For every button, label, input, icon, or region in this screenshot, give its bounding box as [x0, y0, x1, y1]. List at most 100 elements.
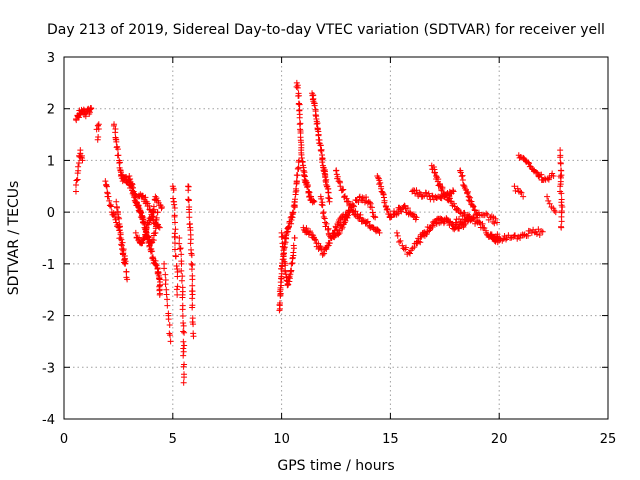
- data-point: [550, 172, 557, 179]
- data-point: [177, 245, 184, 252]
- data-point: [82, 113, 89, 120]
- data-point: [116, 227, 123, 234]
- x-axis-label: GPS time / hours: [277, 458, 394, 474]
- data-point: [132, 229, 139, 236]
- data-point: [124, 276, 131, 283]
- data-point: [181, 342, 188, 349]
- data-point: [311, 102, 318, 109]
- data-point: [167, 332, 174, 339]
- data-point: [461, 222, 468, 229]
- data-point: [413, 240, 420, 247]
- data-point: [525, 159, 532, 166]
- data-point: [180, 322, 187, 329]
- data-point: [285, 224, 292, 231]
- data-point: [139, 239, 146, 246]
- data-point: [377, 179, 384, 186]
- data-point: [187, 240, 194, 247]
- data-point: [189, 304, 196, 311]
- data-point: [558, 224, 565, 231]
- data-point: [292, 196, 299, 203]
- data-point: [142, 194, 149, 201]
- y-tick-label: -1: [42, 258, 55, 273]
- data-point: [180, 320, 187, 327]
- data-point: [416, 189, 423, 196]
- data-point: [119, 246, 126, 253]
- data-point: [185, 187, 192, 194]
- data-point: [558, 208, 565, 215]
- data-point: [544, 193, 551, 200]
- data-point: [114, 209, 121, 216]
- data-point: [95, 122, 102, 129]
- data-point: [110, 122, 117, 129]
- data-point: [296, 101, 303, 108]
- data-point: [170, 195, 177, 202]
- data-point: [188, 260, 195, 267]
- data-point: [512, 232, 519, 239]
- data-point: [181, 374, 188, 381]
- data-point: [472, 207, 479, 214]
- data-point: [121, 259, 128, 266]
- data-point: [364, 218, 371, 225]
- data-point: [161, 265, 168, 272]
- data-point: [180, 379, 187, 386]
- data-point: [404, 205, 411, 212]
- data-point: [378, 183, 385, 190]
- data-point: [173, 262, 180, 269]
- data-point: [174, 291, 181, 298]
- data-point: [297, 120, 304, 127]
- data-point: [324, 226, 331, 233]
- chart-title: Day 213 of 2019, Sidereal Day-to-day VTE…: [47, 22, 605, 38]
- data-point: [459, 176, 466, 183]
- data-point: [180, 328, 187, 335]
- data-point: [113, 198, 120, 205]
- y-tick-label: 0: [47, 206, 55, 221]
- data-point: [152, 261, 159, 268]
- data-point: [396, 238, 403, 245]
- data-point: [181, 329, 188, 336]
- y-tick-label: -2: [42, 310, 55, 325]
- data-point: [179, 294, 186, 301]
- data-point: [73, 177, 80, 184]
- data-point: [423, 189, 430, 196]
- data-point: [334, 173, 341, 180]
- data-point: [296, 107, 303, 114]
- data-point: [467, 194, 474, 201]
- data-point: [312, 112, 319, 119]
- data-point: [166, 330, 173, 337]
- data-point: [277, 284, 284, 291]
- data-point: [282, 260, 289, 267]
- y-tick-label: 2: [47, 103, 55, 118]
- data-point: [449, 187, 456, 194]
- data-point: [179, 313, 186, 320]
- data-point: [171, 246, 178, 253]
- data-point: [429, 192, 436, 199]
- data-point: [75, 163, 82, 170]
- data-point: [402, 244, 409, 251]
- data-point: [113, 138, 120, 145]
- data-point: [176, 245, 183, 252]
- data-point: [384, 206, 391, 213]
- data-point: [348, 204, 355, 211]
- data-point: [75, 160, 82, 167]
- data-point: [345, 212, 352, 219]
- data-point: [347, 201, 354, 208]
- data-point: [458, 173, 465, 180]
- data-point: [190, 321, 197, 328]
- data-point: [500, 235, 507, 242]
- y-tick-labels: -4 -3 -2 -1 0 1 2 3: [42, 51, 55, 428]
- data-point: [326, 240, 333, 247]
- data-point: [470, 203, 477, 210]
- data-point: [372, 214, 379, 221]
- data-point: [127, 176, 134, 183]
- x-tick-label: 10: [273, 432, 290, 447]
- data-point: [545, 197, 552, 204]
- data-point: [335, 231, 342, 238]
- data-point: [180, 352, 187, 359]
- data-point: [188, 266, 195, 273]
- data-point: [460, 182, 467, 189]
- data-point: [129, 184, 136, 191]
- data-point: [74, 176, 81, 183]
- data-point: [454, 205, 461, 212]
- data-point: [310, 198, 317, 205]
